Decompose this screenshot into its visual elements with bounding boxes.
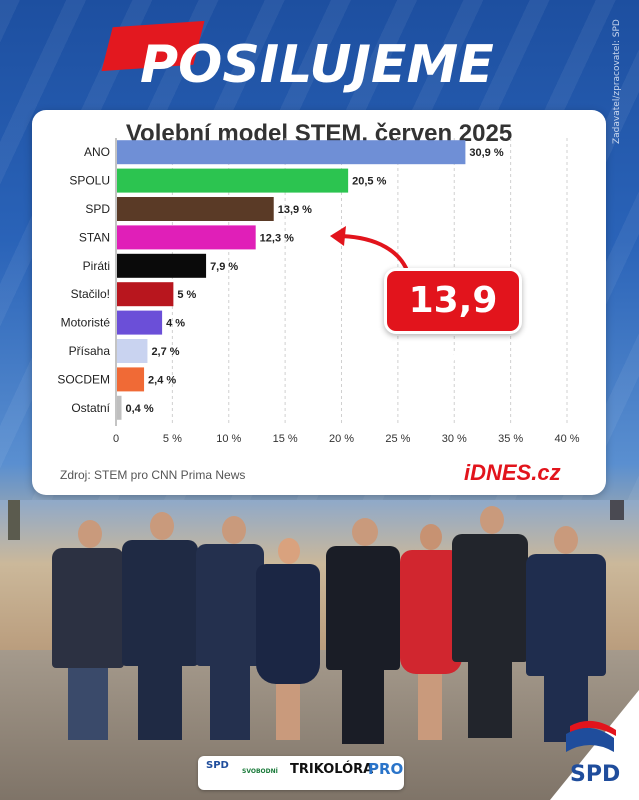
spd-flag-corner [550,690,639,800]
category-label: Přísaha [69,344,111,358]
value-label: 13,9 % [278,204,312,216]
x-tick-label: 10 % [216,433,241,445]
x-tick-label: 25 % [385,433,410,445]
bar-spd [117,197,274,221]
bar-ostatní [117,395,122,420]
x-tick-label: 15 % [273,433,298,445]
idnes-logo: iDNES.cz [464,460,561,485]
value-label: 2,4 % [148,374,176,386]
bar-motoristé [117,310,163,335]
value-label: 0,4 % [126,403,154,415]
footer-logo-spd: SPD [206,760,229,771]
category-label: Motoristé [61,316,111,330]
side-credit: Zadavatel/zpracovatel: SPD [612,19,622,144]
value-label: 12,3 % [260,232,294,244]
footer-logo-svobodni: SVOBODNÍ [242,768,278,775]
bar-ano [117,140,466,165]
x-tick-label: 35 % [498,433,523,445]
category-label: STAN [79,230,110,244]
bridge-tower [8,500,20,540]
x-tick-label: 20 % [329,433,354,445]
value-label: 20,5 % [352,176,386,188]
spd-result-callout: 13,9 % [384,268,522,381]
x-tick-label: 30 % [442,433,467,445]
footer-logo-pro: PRO [368,760,404,778]
value-label: 30,9 % [469,147,503,159]
category-label: Stačilo! [71,287,110,301]
x-tick-label: 5 % [163,433,182,445]
x-tick-label: 0 [113,433,119,445]
value-label: 7,9 % [210,261,238,273]
chart-source: Zdroj: STEM pro CNN Prima News [60,468,246,482]
group-photo [0,500,639,800]
bar-socdem [117,367,145,392]
category-label: SPD [85,202,110,216]
coalition-logo-bar: SPD SVOBODNÍ TRIKOLÓRA PRO [198,756,404,790]
bar-piráti [117,253,207,278]
bar-přísaha [117,339,148,363]
value-label: 4 % [166,318,185,330]
category-label: Piráti [83,259,110,273]
category-label: SOCDEM [57,372,110,386]
bar-chart: 0 5 % 10 % 15 % 20 % 25 % 30 % 35 % 40 % ANO 30,9 … [57,138,580,445]
category-label: Ostatní [71,401,110,415]
value-label: 2,7 % [151,346,179,358]
bar-stačilo! [117,282,174,307]
category-label: SPOLU [69,174,110,188]
x-tick-label: 40 % [554,433,579,445]
category-label: ANO [84,145,110,159]
headline: POSILUJEME [140,35,494,95]
bar-spolu [117,168,349,193]
value-label: 5 % [177,289,196,301]
bar-stan [117,225,256,250]
castle-tower [610,500,624,520]
footer-logo-trikolora: TRIKOLÓRA [290,762,374,777]
spd-corner-logo: SPD [570,762,621,787]
